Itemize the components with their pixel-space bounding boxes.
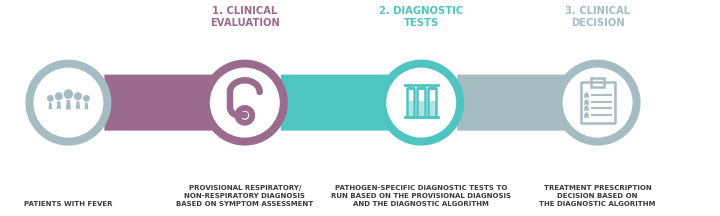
Bar xyxy=(418,88,425,118)
Circle shape xyxy=(562,68,633,138)
Text: TREATMENT PRESCRIPTION
DECISION BASED ON
THE DIAGNOSTIC ALGORITHM: TREATMENT PRESCRIPTION DECISION BASED ON… xyxy=(539,185,656,207)
Bar xyxy=(428,101,436,118)
Polygon shape xyxy=(84,103,89,109)
Text: 2. DIAGNOSTIC
TESTS: 2. DIAGNOSTIC TESTS xyxy=(379,6,464,29)
Bar xyxy=(418,101,425,118)
Polygon shape xyxy=(457,75,589,131)
Polygon shape xyxy=(104,75,236,131)
Polygon shape xyxy=(66,100,71,110)
Circle shape xyxy=(25,60,112,146)
Circle shape xyxy=(242,112,248,119)
Bar xyxy=(591,78,604,87)
Text: 1. CLINICAL
EVALUATION: 1. CLINICAL EVALUATION xyxy=(210,6,280,29)
Bar xyxy=(407,88,414,118)
Polygon shape xyxy=(48,103,53,109)
Circle shape xyxy=(55,92,63,100)
Circle shape xyxy=(554,60,641,146)
Bar xyxy=(407,101,414,118)
Circle shape xyxy=(386,68,456,138)
Circle shape xyxy=(210,68,280,138)
Polygon shape xyxy=(57,101,61,109)
Circle shape xyxy=(202,60,288,146)
Text: PROVISIONAL RESPIRATORY/
NON-RESPIRATORY DIAGNOSIS
BASED ON SYMPTOM ASSESSMENT: PROVISIONAL RESPIRATORY/ NON-RESPIRATORY… xyxy=(176,185,313,207)
Circle shape xyxy=(33,68,104,138)
Bar xyxy=(580,83,615,123)
Text: PATHOGEN-SPECIFIC DIAGNOSTIC TESTS TO
RUN BASED ON THE PROVISIONAL DIAGNOSIS
AND: PATHOGEN-SPECIFIC DIAGNOSTIC TESTS TO RU… xyxy=(331,185,511,207)
Circle shape xyxy=(47,95,54,102)
Text: 3. CLINICAL
DECISION: 3. CLINICAL DECISION xyxy=(565,6,630,29)
Text: PATIENTS WITH FEVER: PATIENTS WITH FEVER xyxy=(24,201,112,207)
Circle shape xyxy=(83,95,90,102)
Circle shape xyxy=(378,60,464,146)
Circle shape xyxy=(74,92,82,100)
Polygon shape xyxy=(281,75,413,131)
Bar xyxy=(428,88,436,118)
Polygon shape xyxy=(76,101,80,109)
Circle shape xyxy=(63,89,73,99)
